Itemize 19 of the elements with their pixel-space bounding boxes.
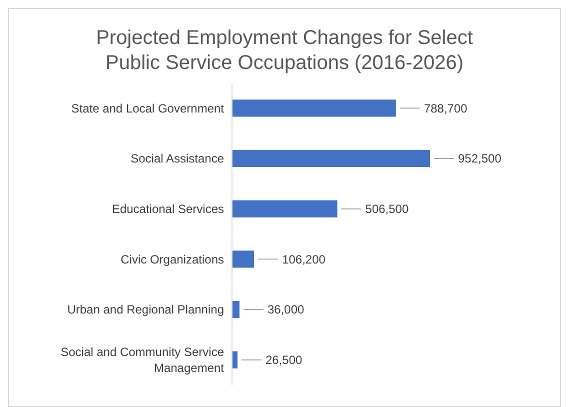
bar xyxy=(232,250,254,268)
y-tick-label: Social and Community Service Management xyxy=(60,345,225,376)
data-label: 952,500 xyxy=(458,152,502,166)
data-label: 26,500 xyxy=(266,353,303,368)
y-tick-label: State and Local Government xyxy=(71,101,225,116)
bar xyxy=(232,100,396,117)
y-tick-label: Social Assistance xyxy=(130,152,224,166)
bar xyxy=(232,150,430,168)
data-label: 506,500 xyxy=(365,202,409,216)
bar xyxy=(232,351,238,368)
data-label: 788,700 xyxy=(424,101,468,116)
data-label: 36,000 xyxy=(267,302,305,317)
y-tick-label: Urban and Regional Planning xyxy=(67,302,224,317)
bar xyxy=(232,200,338,218)
chart-title: Projected Employment Changes for Select Public Service Occupations (2016-2026) xyxy=(96,27,474,74)
y-tick-label: Educational Services xyxy=(112,202,224,216)
data-label: 106,200 xyxy=(282,252,326,266)
bar xyxy=(232,300,240,318)
y-tick-label: Civic Organizations xyxy=(120,252,224,266)
